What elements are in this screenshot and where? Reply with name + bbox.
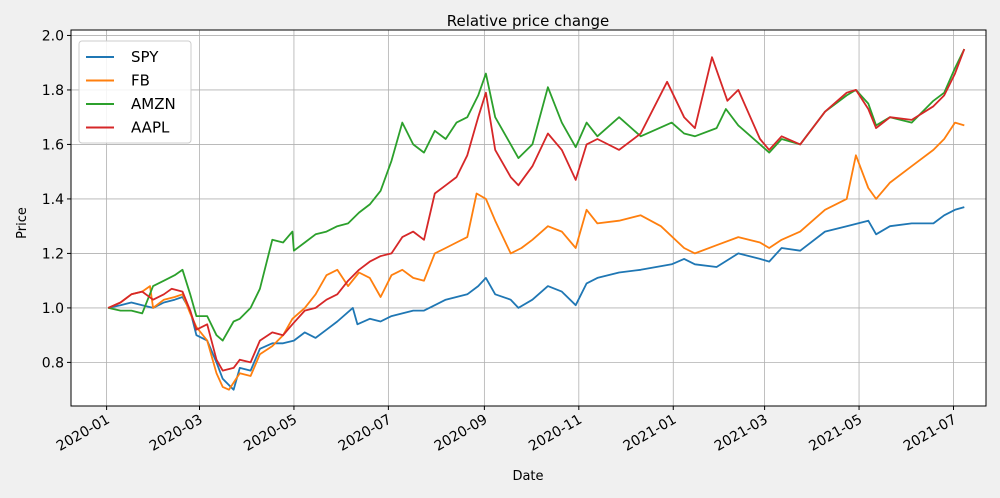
y-tick-label: 0.8 xyxy=(42,355,64,371)
series-line-amzn xyxy=(108,48,966,342)
y-tick-label: 1.8 xyxy=(42,83,64,99)
legend: SPY FB AMZN AAPL xyxy=(78,40,192,144)
series-group xyxy=(107,48,966,391)
legend-box xyxy=(78,40,192,144)
x-axis-title: Date xyxy=(512,469,543,484)
chart-title: Relative price change xyxy=(447,12,610,30)
legend-label-aapl: AAPL xyxy=(131,119,170,137)
legend-label-fb: FB xyxy=(131,72,150,90)
series-line-aapl xyxy=(107,48,966,372)
legend-label-spy: SPY xyxy=(131,48,159,66)
y-tick-label: 1.2 xyxy=(42,246,64,262)
y-axis: 0.8 1.0 1.2 1.4 1.6 1.8 2.0 xyxy=(42,28,71,371)
y-tick-label: 1.4 xyxy=(42,192,64,208)
plot-frame xyxy=(70,29,987,407)
series-line-spy xyxy=(108,206,965,391)
legend-label-amzn: AMZN xyxy=(131,95,176,113)
y-tick-label: 1.6 xyxy=(42,137,64,153)
y-tick-label: 2.0 xyxy=(42,28,64,44)
y-axis-title: Price xyxy=(15,207,30,239)
plot-area xyxy=(71,30,986,406)
series-line-fb xyxy=(107,121,965,391)
y-tick-label: 1.0 xyxy=(42,301,64,317)
